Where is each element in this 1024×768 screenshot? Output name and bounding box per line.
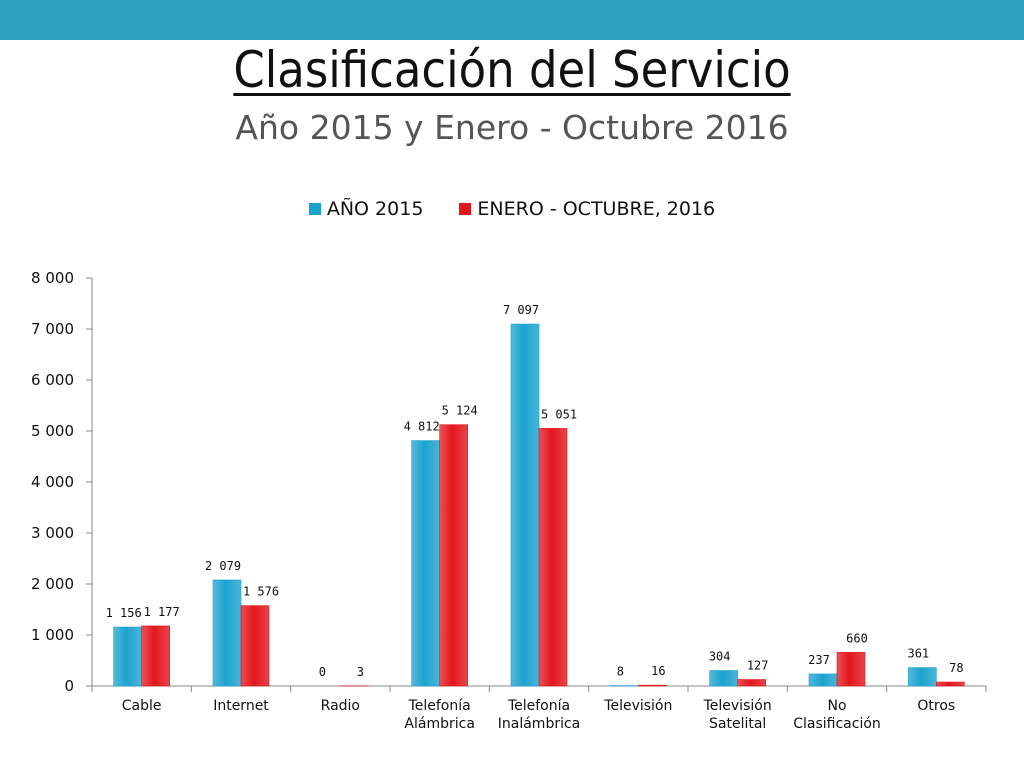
data-label-2015: 4 812 [404,420,440,434]
data-label-2015: 2 079 [205,559,241,573]
data-label-2015: 361 [907,647,929,661]
x-category-label: Internet [213,698,269,714]
data-label-2015: 0 [319,665,326,679]
data-label-2016: 1 576 [243,585,279,599]
chart-legend: AÑO 2015 ENERO - OCTUBRE, 2016 [0,198,1024,220]
bar-2015 [411,440,440,687]
bar-2015 [709,670,738,687]
bar-2015 [808,673,838,687]
data-label-2015: 304 [709,649,731,663]
x-category-label: Televisión [603,698,672,714]
data-label-2016: 16 [651,664,665,678]
y-tick-label: 2 000 [31,575,74,593]
x-category-label: Clasificación [793,716,881,732]
data-label-2015: 8 [617,665,624,679]
bar-2016 [240,605,270,687]
slide-title: Clasificación del Servicio [0,38,1024,102]
y-tick-label: 7 000 [31,320,74,338]
bar-2016 [538,428,568,687]
x-category-label: Cable [122,698,162,714]
data-label-2015: 7 097 [503,303,539,317]
x-category-label: Satelital [709,716,766,732]
data-label-2016: 660 [846,631,868,645]
x-category-label: Radio [321,698,360,714]
data-label-2015: 1 156 [106,606,142,620]
bar-2016 [936,681,965,687]
bar-2015 [113,626,142,687]
legend-swatch-2016 [459,203,472,215]
x-category-label: Telefonía [408,698,471,714]
bar-2016 [737,679,766,687]
legend-label-2015: AÑO 2015 [326,198,424,220]
x-category-label: No [827,698,846,714]
data-label-2016: 1 177 [144,605,180,619]
legend-item-2016: ENERO - OCTUBRE, 2016 [459,198,715,220]
bar-2015 [212,579,242,687]
legend-label-2016: ENERO - OCTUBRE, 2016 [477,198,716,220]
data-label-2016: 3 [357,665,364,679]
y-tick-label: 5 000 [31,422,74,440]
bar-2016 [836,652,866,687]
bar-2016 [638,684,667,687]
y-tick-label: 3 000 [31,524,74,542]
data-label-2016: 127 [747,659,769,673]
x-category-label: Telefonía [507,698,570,714]
x-category-label: Otros [917,698,955,714]
y-tick-label: 4 000 [31,473,74,491]
data-label-2016: 5 051 [541,407,577,421]
slide-subtitle: Año 2015 y Enero - Octubre 2016 [235,108,789,147]
y-tick-label: 8 000 [31,269,74,287]
bar-2015 [908,667,937,687]
x-category-label: Alámbrica [404,716,475,732]
slide-title-text: Clasificación del Servicio [233,41,791,99]
bar-2015 [510,323,540,687]
legend-item-2015: AÑO 2015 [308,198,424,220]
y-tick-label: 0 [64,677,74,695]
x-category-label: Televisión [703,698,772,714]
x-category-label: Inalámbrica [498,716,581,732]
y-tick-label: 1 000 [31,626,74,644]
top-accent-bar [0,0,1024,40]
bar-2016 [439,424,468,687]
legend-swatch-2015 [308,203,321,215]
data-label-2015: 237 [808,653,830,667]
data-label-2016: 78 [949,661,963,675]
bar-2016 [141,625,170,687]
data-label-2016: 5 124 [442,404,478,418]
y-tick-label: 6 000 [31,371,74,389]
